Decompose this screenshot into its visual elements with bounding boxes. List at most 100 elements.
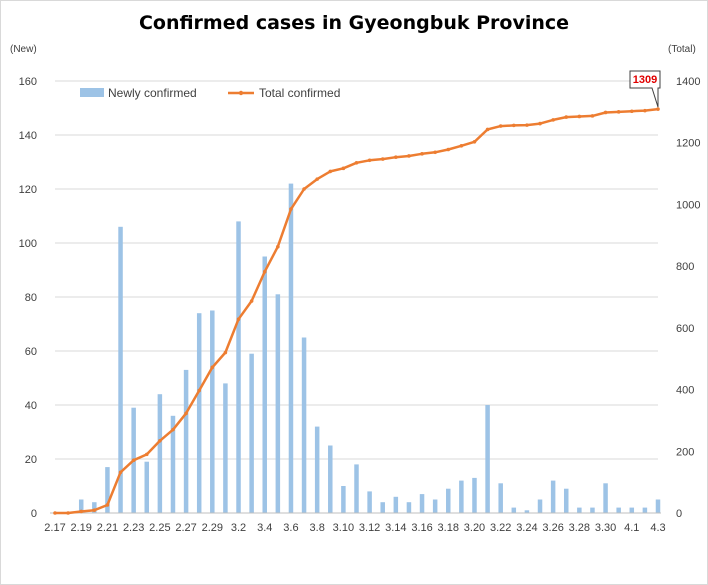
point-total-confirmed — [380, 157, 385, 161]
left-axis-tick-label: 100 — [19, 238, 37, 250]
x-axis-tick-label: 3.14 — [385, 522, 406, 534]
bar-newly-confirmed — [144, 461, 150, 513]
bar-newly-confirmed — [511, 507, 517, 513]
bar-newly-confirmed — [524, 510, 530, 513]
point-total-confirmed — [367, 158, 372, 163]
x-axis-tick-label: 3.2 — [231, 522, 246, 534]
point-total-confirmed — [210, 365, 215, 370]
point-total-confirmed — [616, 110, 621, 114]
point-total-confirmed — [197, 388, 201, 393]
x-axis-tick-label: 3.4 — [257, 522, 272, 534]
bar-newly-confirmed — [314, 426, 320, 513]
bar-newly-confirmed — [354, 464, 359, 513]
point-total-confirmed — [433, 150, 437, 155]
bar-newly-confirmed — [459, 480, 464, 513]
point-total-confirmed — [629, 109, 634, 114]
point-total-confirmed — [525, 123, 529, 127]
bar-newly-confirmed — [380, 502, 385, 513]
point-total-confirmed — [79, 509, 84, 514]
left-axis-tick-label: 80 — [25, 292, 37, 304]
bar-newly-confirmed — [262, 256, 267, 513]
bar-newly-confirmed — [629, 507, 635, 513]
bar-newly-confirmed — [590, 507, 595, 513]
point-total-confirmed — [551, 118, 555, 122]
bar-newly-confirmed — [406, 502, 412, 513]
point-total-confirmed — [223, 350, 228, 355]
point-total-confirmed — [276, 244, 280, 249]
point-total-confirmed — [564, 115, 569, 119]
x-axis-tick-label: 3.24 — [516, 522, 537, 534]
legend-label-total-confirmed: Total confirmed — [259, 86, 340, 100]
bar-newly-confirmed — [288, 183, 294, 513]
point-total-confirmed — [105, 503, 110, 507]
point-total-confirmed — [262, 269, 267, 274]
right-axis-tick-label: 1000 — [676, 199, 700, 211]
point-total-confirmed — [354, 160, 359, 165]
bar-newly-confirmed — [196, 313, 202, 513]
point-total-confirmed — [236, 317, 241, 322]
legend-swatch-newly-confirmed — [80, 88, 104, 97]
right-axis-tick-label: 1400 — [676, 76, 700, 88]
right-axis-tick-label: 600 — [676, 323, 694, 335]
bar-newly-confirmed — [275, 294, 281, 513]
x-axis-tick-label: 2.23 — [123, 522, 144, 534]
x-axis-tick-label: 3.28 — [569, 522, 590, 534]
point-total-confirmed — [158, 438, 162, 443]
bar-newly-confirmed — [183, 369, 189, 513]
left-axis-tick-label: 60 — [25, 346, 37, 358]
point-total-confirmed — [249, 299, 254, 303]
point-total-confirmed — [459, 144, 464, 148]
bar-newly-confirmed — [367, 491, 372, 513]
left-axis-tick-label: 40 — [25, 400, 37, 412]
x-axis-tick-label: 3.30 — [595, 522, 616, 534]
bar-newly-confirmed — [105, 467, 110, 513]
point-total-confirmed — [302, 187, 306, 191]
x-axis-tick-label: 3.18 — [438, 522, 459, 534]
callout-total-label: 1309 — [633, 74, 657, 86]
x-axis-tick-label: 3.26 — [542, 522, 563, 534]
point-total-confirmed — [472, 139, 477, 144]
x-axis-tick-label: 2.29 — [202, 522, 223, 534]
legend-marker-total-confirmed — [238, 90, 244, 96]
callout-box — [629, 70, 661, 108]
point-total-confirmed — [446, 147, 451, 152]
x-axis-tick-label: 2.19 — [71, 522, 92, 534]
point-total-confirmed — [656, 107, 660, 111]
x-axis-tick-label: 3.12 — [359, 522, 380, 534]
point-total-confirmed — [603, 110, 608, 115]
point-total-confirmed — [394, 155, 398, 160]
left-axis-tick-label: 160 — [19, 76, 37, 88]
x-axis-tick-label: 3.22 — [490, 522, 511, 534]
x-axis-tick-label: 2.21 — [97, 522, 118, 534]
bar-newly-confirmed — [485, 405, 490, 513]
bar-newly-confirmed — [550, 480, 556, 513]
point-total-confirmed — [590, 114, 595, 118]
point-total-confirmed — [171, 427, 175, 432]
point-total-confirmed — [66, 511, 70, 515]
point-total-confirmed — [512, 123, 516, 128]
line-total-confirmed — [55, 107, 659, 515]
x-axis-tick-label: 4.1 — [624, 522, 639, 534]
x-axis-tick-label: 3.8 — [310, 522, 325, 534]
bar-newly-confirmed — [655, 499, 661, 513]
point-total-confirmed — [92, 508, 97, 513]
left-axis-tick-label: 20 — [25, 454, 37, 466]
right-axis-tick-label: 200 — [676, 446, 694, 458]
right-axis-tick-label: 0 — [676, 508, 682, 520]
x-axis-tick-label: 3.6 — [283, 522, 298, 534]
point-total-confirmed — [144, 452, 149, 457]
right-axis-tick-label: 1200 — [676, 138, 700, 150]
left-axis-unit-label: (New) — [10, 44, 37, 55]
point-total-confirmed — [118, 470, 123, 475]
point-total-confirmed — [53, 511, 57, 515]
legend-label-newly-confirmed: Newly confirmed — [108, 86, 197, 100]
bar-newly-confirmed — [78, 499, 84, 513]
bar-newly-confirmed — [563, 488, 569, 513]
x-axis-tick-label: 3.10 — [333, 522, 354, 534]
bar-newly-confirmed — [642, 507, 648, 513]
bar-newly-confirmed — [577, 507, 582, 513]
point-total-confirmed — [328, 169, 333, 174]
bar-newly-confirmed — [92, 502, 97, 513]
bar-newly-confirmed — [616, 507, 621, 513]
